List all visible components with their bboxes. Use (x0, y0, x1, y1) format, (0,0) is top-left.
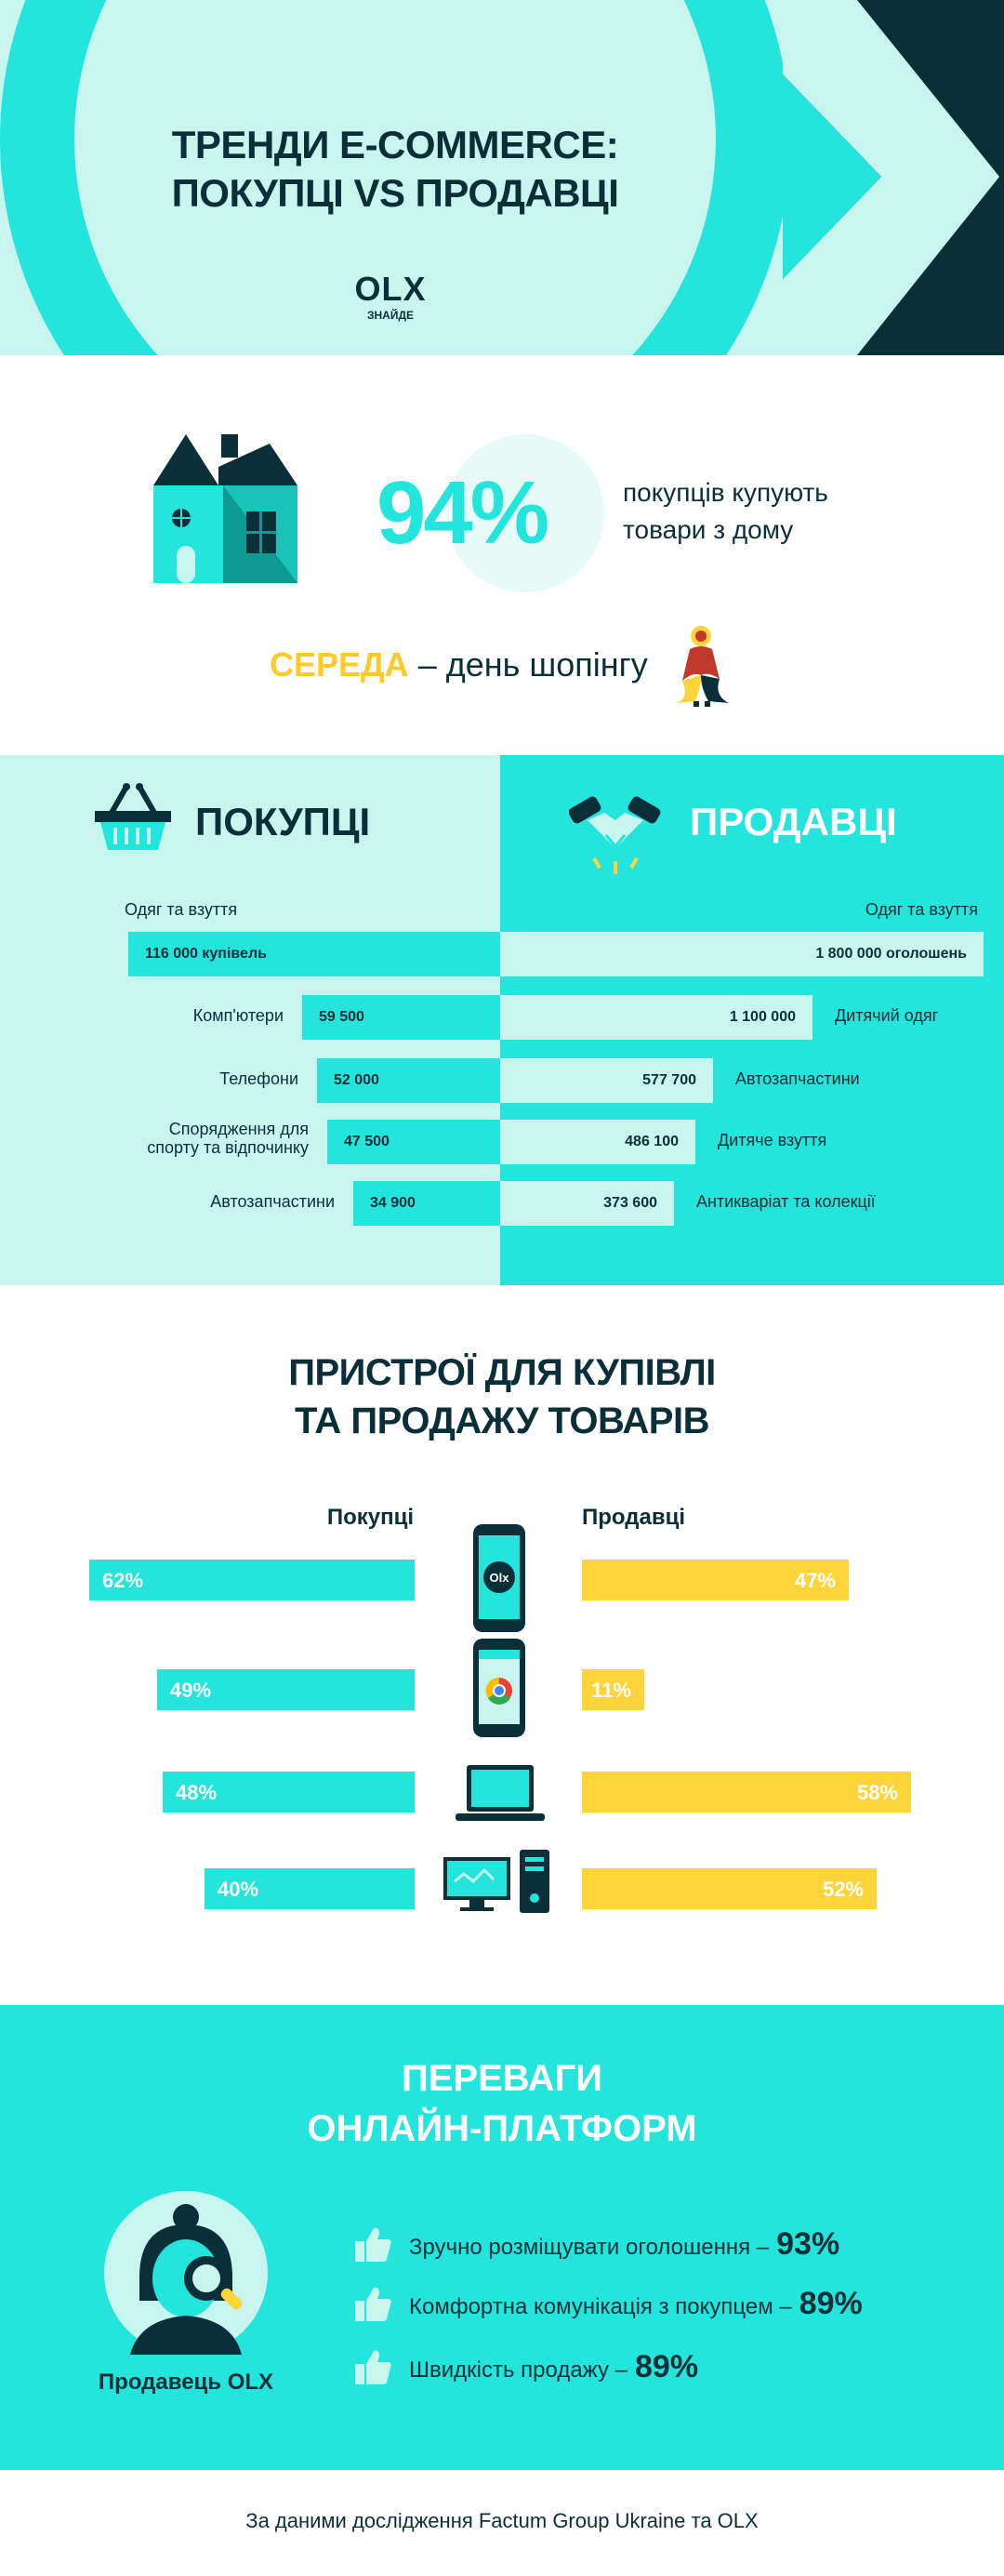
percent-circle (446, 434, 604, 592)
laptop-icon (456, 1765, 545, 1821)
mobile-browser-icon (473, 1639, 525, 1737)
handshake-icon (569, 796, 661, 874)
advantage-pct: 89% (635, 2349, 699, 2384)
seller-bar: 1 100 000 (500, 995, 812, 1040)
home-text-line1: покупців купують (623, 478, 828, 507)
device-buyers-bar: 62% (89, 1560, 415, 1600)
page-title-line2: ПОКУПЦІ VS ПРОДАВЦІ (171, 171, 619, 215)
buyer-category: Телефони (219, 1069, 298, 1088)
device-buyers-pct: 49% (170, 1679, 212, 1702)
buyer-bar: 59 500 (302, 995, 500, 1040)
home-text-line2: товари з дому (623, 515, 794, 544)
buyers-title: ПОКУПЦІ (195, 800, 371, 843)
device-buyers-bar: 48% (163, 1772, 415, 1812)
buyer-category: Комп'ютери (192, 1006, 284, 1025)
device-sellers-pct: 47% (794, 1569, 836, 1592)
devices-buyers-label: Покупці (326, 1505, 414, 1530)
advantage-pct: 93% (776, 2226, 840, 2262)
devices-sellers-label: Продавці (582, 1505, 686, 1530)
seller-bar: 373 600 (500, 1181, 674, 1226)
device-buyers-bar: 49% (157, 1669, 415, 1710)
buyer-bar: 116 000 купівель (128, 932, 500, 976)
basket-icon (95, 783, 171, 850)
device-sellers-bar: 47% (582, 1560, 849, 1600)
olx-app-icon: Olx (473, 1524, 525, 1632)
device-buyers-pct: 40% (218, 1878, 259, 1901)
sellers-title: ПРОДАВЦІ (690, 800, 897, 843)
device-sellers-pct: 58% (856, 1781, 898, 1804)
device-sellers-bar: 52% (582, 1868, 877, 1909)
device-sellers-pct: 11% (591, 1679, 631, 1702)
svg-text:Olx: Olx (490, 1571, 510, 1585)
device-sellers-bar: 58% (582, 1772, 911, 1812)
advantages-title-line1: ПЕРЕВАГИ (402, 2058, 602, 2099)
seller-category: Дитяче взуття (718, 1131, 827, 1149)
buyer-bar: 47 500 (327, 1120, 500, 1164)
device-buyers-bar: 40% (205, 1868, 415, 1909)
seller-bar-value: 486 100 (625, 1134, 679, 1149)
buyer-bar: 52 000 (317, 1058, 500, 1103)
device-sellers-pct: 52% (822, 1878, 864, 1901)
devices-title-line1: ПРИСТРОЇ ДЛЯ КУПІВЛІ (288, 1352, 716, 1393)
advantage-item: Комфортна комунікація з покупцем – 89% (409, 2286, 863, 2322)
device-buyers-pct: 48% (176, 1781, 218, 1804)
seller-avatar-icon (104, 2191, 268, 2355)
buyer-category: Автозапчастини (210, 1192, 335, 1211)
dancing-figure-icon (677, 626, 729, 707)
home-percent: 94% (376, 463, 549, 563)
buyer-bar-value: 47 500 (344, 1134, 390, 1149)
seller-bar: 486 100 (500, 1120, 695, 1164)
home-shopping-section: 94% покупців купують товари з дому СЕРЕД… (0, 355, 1004, 755)
buyer-category: Одяг та взуття (125, 900, 238, 919)
logo-tagline: ЗНАЙДЕ (366, 309, 415, 322)
advantage-text: Зручно розміщувати оголошення – (409, 2235, 770, 2260)
advantage-pct: 89% (799, 2286, 863, 2321)
thumbs-up-icon (353, 2284, 392, 2323)
thumbs-up-icon (353, 2347, 392, 2386)
buyer-bar-value: 116 000 купівель (145, 946, 267, 962)
seller-bar-value: 1 100 000 (729, 1009, 796, 1025)
seller-category: Антикваріат та колекції (696, 1192, 876, 1211)
header-section: ТРЕНДИ E-COMMERCE: ПОКУПЦІ VS ПРОДАВЦІ O… (0, 0, 1004, 355)
devices-section: ПРИСТРОЇ ДЛЯ КУПІВЛІ ТА ПРОДАЖУ ТОВАРІВ … (0, 1285, 1004, 2005)
advantage-text: Швидкість продажу – (409, 2357, 628, 2383)
buyers-sellers-section: ПОКУПЦІ ПРОДАВЦІ 116 000 купівель Одяг та… (0, 755, 1004, 1285)
seller-category: Дитячий одяг (835, 1006, 939, 1025)
advantage-item: Зручно розміщувати оголошення –93% (409, 2226, 839, 2263)
advantage-text: Комфортна комунікація з покупцем – (409, 2294, 792, 2319)
header-background-shapes (0, 0, 1004, 355)
house-icon (153, 434, 297, 583)
seller-label: Продавець OLX (98, 2370, 274, 2395)
thumbs-up-icon (353, 2224, 392, 2264)
day-highlight: СЕРЕДА (270, 645, 409, 684)
advantage-item: Швидкість продажу – 89% (409, 2349, 698, 2385)
page-title-line1: ТРЕНДИ E-COMMERCE: (171, 123, 619, 166)
device-sellers-bar: 11% (582, 1669, 644, 1710)
buyer-bar: 34 900 (353, 1181, 500, 1226)
seller-bar: 1 800 000 оголошень (500, 932, 984, 976)
desktop-icon (443, 1850, 549, 1913)
buyer-bar-value: 34 900 (370, 1195, 416, 1211)
seller-bar-value: 577 700 (642, 1072, 696, 1088)
devices-title-line2: ТА ПРОДАЖУ ТОВАРІВ (295, 1401, 709, 1441)
seller-category: Автозапчастини (735, 1069, 860, 1088)
seller-bar-value: 1 800 000 оголошень (815, 946, 967, 962)
buyer-bar-value: 59 500 (319, 1009, 364, 1025)
advantages-section: ПЕРЕВАГИ ОНЛАЙН-ПЛАТФОРМ Продавець OLX З… (0, 2005, 1004, 2470)
buyer-category: Спорядження для спорту та відпочинку (147, 1120, 309, 1157)
seller-bar-value: 373 600 (603, 1195, 657, 1211)
source-text: За даними дослідження Factum Group Ukrai… (245, 2509, 759, 2532)
device-buyers-pct: 62% (102, 1569, 144, 1592)
olx-logo: OLX ЗНАЙДЕ (344, 270, 437, 322)
advantages-title-line2: ОНЛАЙН-ПЛАТФОРМ (307, 2108, 697, 2149)
footer-section: За даними дослідження Factum Group Ukrai… (0, 2470, 1004, 2576)
day-rest: – день шопінгу (417, 645, 648, 684)
seller-bar: 577 700 (500, 1058, 713, 1103)
buyer-bar-value: 52 000 (334, 1072, 379, 1088)
seller-category: Одяг та взуття (865, 900, 978, 919)
